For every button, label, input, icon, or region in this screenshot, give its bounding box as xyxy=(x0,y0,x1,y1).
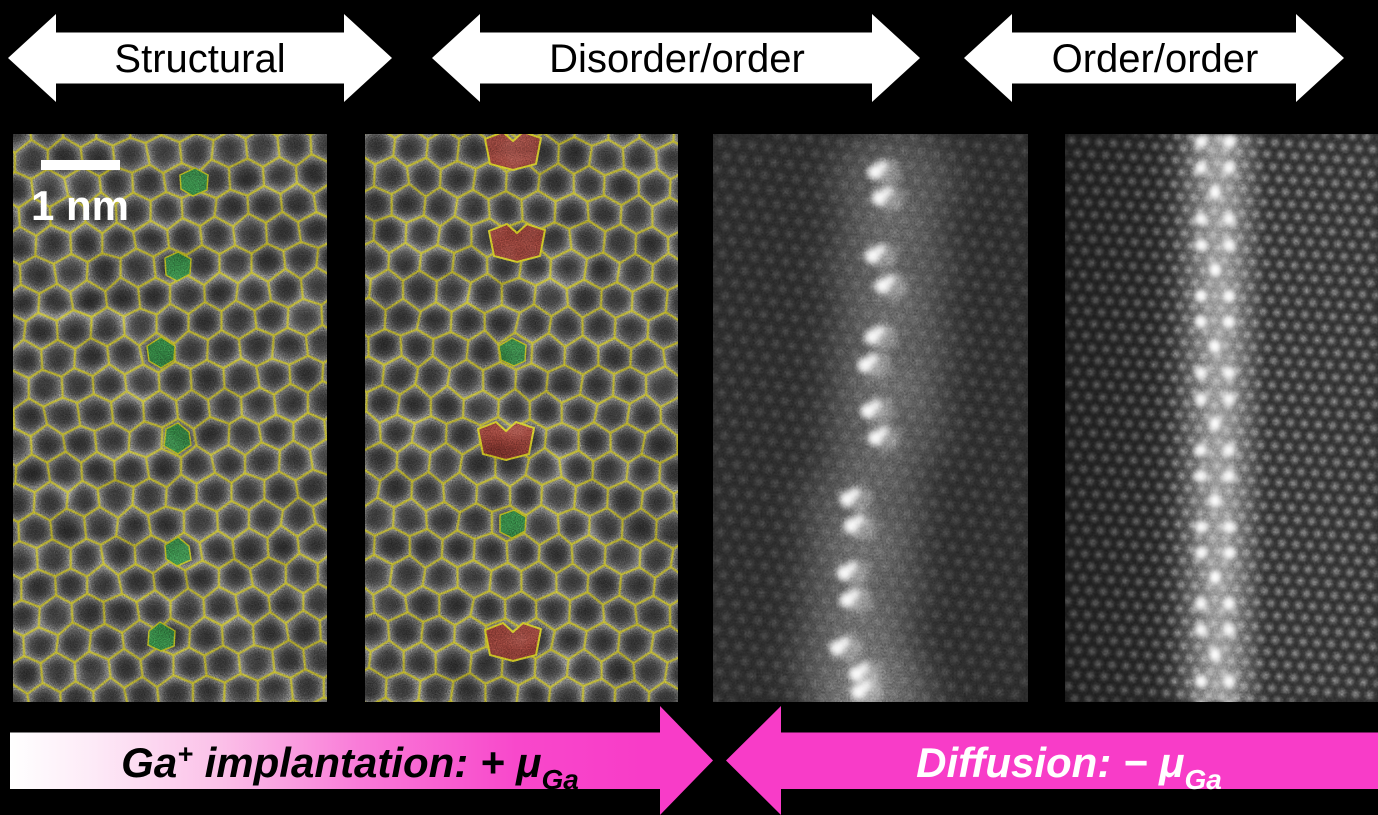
svg-text:Disorder/order: Disorder/order xyxy=(549,37,805,81)
svg-text:Structural: Structural xyxy=(114,37,285,81)
svg-text:Order/order: Order/order xyxy=(1052,37,1259,81)
svg-text:Diffusion: − μGa: Diffusion: − μGa xyxy=(916,739,1222,795)
svg-text:Ga+ implantation: + μGa: Ga+ implantation: + μGa xyxy=(121,739,579,795)
svg-text:1 nm: 1 nm xyxy=(31,182,129,229)
